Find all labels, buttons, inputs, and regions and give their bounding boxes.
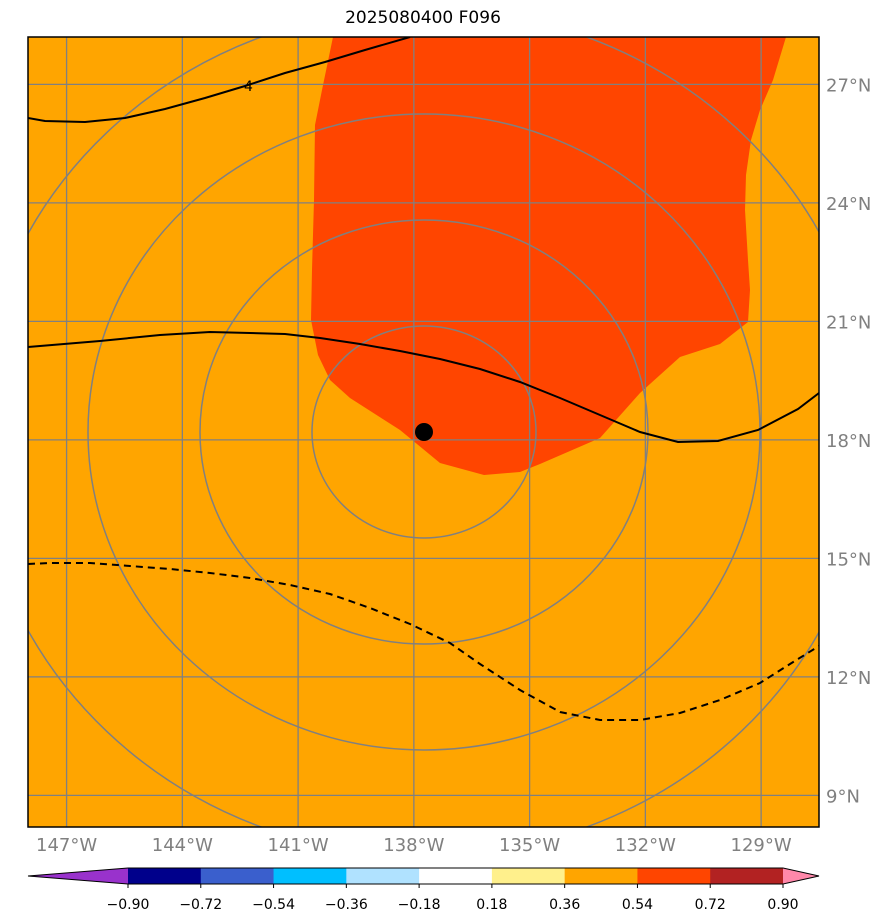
latitude-label: 18°N	[826, 431, 871, 452]
map-area: 4	[28, 37, 819, 827]
longitude-label: 138°W	[383, 835, 444, 856]
colorbar-tick: −0.18	[398, 897, 441, 913]
colorbar-segment	[346, 868, 420, 884]
colorbar-over-extension	[783, 868, 819, 884]
latitude-label: 9°N	[826, 786, 860, 807]
colorbar-under-extension	[28, 868, 128, 884]
colorbar-segment	[491, 868, 566, 884]
latitude-label: 21°N	[826, 312, 871, 333]
latitude-label: 15°N	[826, 549, 871, 570]
latitude-label: 24°N	[826, 194, 871, 215]
longitude-label: 144°W	[152, 835, 213, 856]
colorbar-tick: 0.18	[476, 897, 507, 913]
map-title: 2025080400 F096	[345, 8, 501, 28]
colorbar-tick-labels: −0.90 −0.72 −0.54 −0.36 −0.18 0.18 0.36 0.54 0.7…	[107, 884, 799, 913]
colorbar-tick: 0.36	[549, 897, 580, 913]
distance-ring	[199, 219, 649, 645]
longitude-label: 132°W	[615, 835, 676, 856]
contour-line-dashed	[28, 562, 819, 721]
colorbar-segment	[128, 868, 202, 884]
latitude-label: 27°N	[826, 75, 871, 96]
latitude-tick-labels: 27°N 24°N 21°N 18°N 15°N 12°N 9°N	[826, 75, 871, 807]
colorbar-segment	[637, 868, 711, 884]
concentric-distance-rings	[28, 37, 819, 827]
contour-label: 4	[244, 79, 253, 95]
colorbar-tick: 0.90	[767, 897, 798, 913]
longitude-label: 135°W	[499, 835, 560, 856]
longitude-label: 129°W	[731, 835, 792, 856]
longitude-tick-labels: 147°W 144°W 141°W 138°W 135°W 132°W 129°W	[36, 835, 792, 856]
colorbar-segment	[710, 868, 784, 884]
colorbar-segment	[273, 868, 347, 884]
colorbar-segment	[200, 868, 275, 884]
distance-ring	[87, 113, 761, 751]
colorbar-segment	[419, 868, 493, 884]
colorbar-tick: 0.72	[695, 897, 726, 913]
map-frame	[27, 36, 820, 828]
colorbar-segment	[564, 868, 638, 884]
latitude-label: 12°N	[826, 668, 871, 689]
contour-line-middle	[28, 330, 819, 444]
colorbar-tick: −0.36	[325, 897, 368, 913]
contour-line-upper	[28, 37, 411, 124]
distance-ring	[311, 325, 537, 539]
colorbar-tick: 0.54	[622, 897, 653, 913]
colorbar-tick: −0.90	[107, 897, 150, 913]
colorbar-tick: −0.72	[179, 897, 222, 913]
longitude-label: 141°W	[268, 835, 329, 856]
longitude-label: 147°W	[36, 835, 97, 856]
storm-center-marker	[415, 423, 433, 441]
colorbar-tick: −0.54	[252, 897, 295, 913]
colorbar	[27, 867, 820, 885]
